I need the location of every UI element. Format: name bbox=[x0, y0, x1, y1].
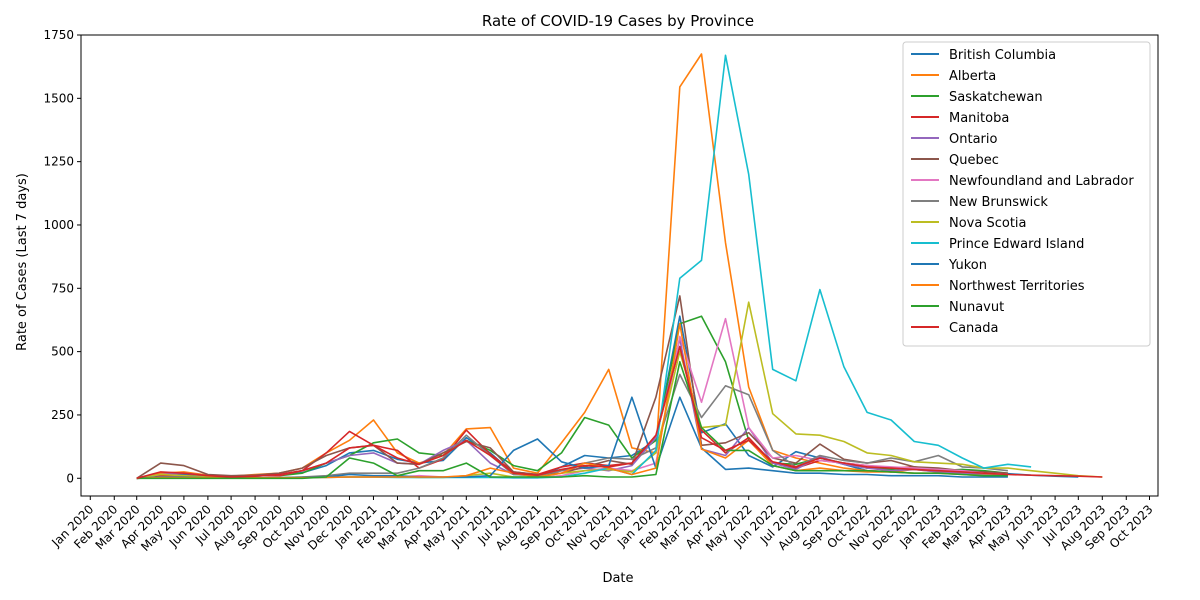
series-line-5 bbox=[136, 295, 1008, 479]
series-line-9 bbox=[136, 54, 1032, 480]
legend-label: Yukon bbox=[948, 258, 987, 273]
series-line-12 bbox=[136, 361, 1008, 480]
legend-label: Quebec bbox=[949, 153, 999, 168]
legend-label: Nova Scotia bbox=[949, 216, 1027, 231]
series-line-13 bbox=[136, 345, 1103, 480]
legend-label: Alberta bbox=[949, 69, 996, 84]
legend-label: British Columbia bbox=[949, 48, 1056, 63]
chart-title: Rate of COVID-19 Cases by Province bbox=[482, 12, 754, 30]
y-tick-label: 1000 bbox=[43, 218, 74, 232]
y-tick-label: 0 bbox=[66, 471, 74, 485]
legend-label: Prince Edward Island bbox=[949, 237, 1084, 252]
legend-label: Saskatchewan bbox=[949, 90, 1043, 105]
legend: British Columbia Alberta Saskatchewan Manit… bbox=[902, 41, 1151, 347]
legend-label: Ontario bbox=[949, 132, 997, 147]
y-axis-title: Rate of Cases (Last 7 days) bbox=[15, 173, 30, 351]
legend-label: Manitoba bbox=[949, 111, 1009, 126]
legend-label: New Brunswick bbox=[949, 195, 1048, 210]
y-tick-label: 750 bbox=[51, 281, 74, 295]
legend-label: Newfoundland and Labrador bbox=[949, 174, 1134, 189]
y-axis: 0 250 500 750 1000 1250 1500 1750 bbox=[43, 28, 81, 485]
series-line-11 bbox=[136, 323, 1008, 480]
plot-frame bbox=[80, 34, 1159, 497]
series-line-3 bbox=[136, 345, 1008, 480]
y-tick-label: 250 bbox=[51, 408, 74, 422]
legend-box bbox=[902, 41, 1151, 347]
legend-label: Canada bbox=[949, 321, 998, 336]
x-axis-title: Date bbox=[602, 571, 633, 586]
y-tick-label: 1500 bbox=[43, 91, 74, 105]
legend-label: Northwest Territories bbox=[949, 279, 1085, 294]
legend-label: Nunavut bbox=[949, 300, 1004, 315]
plot-area bbox=[80, 34, 1159, 497]
series-line-1 bbox=[136, 53, 1008, 480]
y-tick-label: 1750 bbox=[43, 28, 74, 42]
series-line-4 bbox=[136, 338, 1008, 480]
y-tick-label: 500 bbox=[51, 345, 74, 359]
y-tick-label: 1250 bbox=[43, 155, 74, 169]
